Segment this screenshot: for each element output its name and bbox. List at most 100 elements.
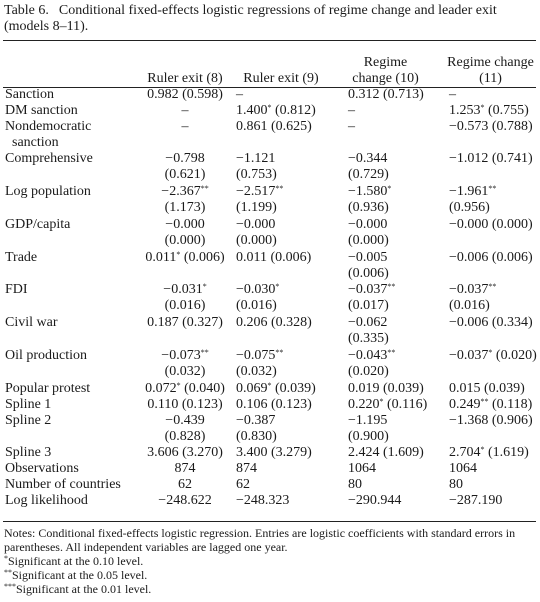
- cell: −0.043** (0.020): [348, 348, 396, 379]
- row-label: Sanction: [5, 87, 54, 102]
- cell: 0.312 (0.713): [348, 87, 424, 102]
- cell: 874: [174, 461, 196, 476]
- row-label: Trade: [5, 250, 38, 265]
- note-main: Notes: Conditional fixed-effects logisti…: [4, 526, 516, 554]
- row-label: Spline 1: [5, 397, 52, 412]
- cell: 0.106 (0.123): [236, 397, 312, 412]
- cell: −0.000 (0.000): [348, 217, 389, 248]
- cell: −0.006 (0.006): [449, 250, 533, 265]
- cell: 0.110 (0.123): [147, 397, 223, 412]
- cell: 0.861 (0.625): [236, 119, 312, 134]
- cell: 0.011 (0.006): [236, 250, 312, 265]
- cell: −0.344 (0.729): [348, 151, 389, 182]
- table-row: Trade 0.011* (0.006) 0.011 (0.006) −0.005 (0…: [0, 250, 540, 282]
- table-row: Comprehensive −0.798 (0.621) −1.121 (0.753) −…: [0, 151, 540, 184]
- cell: −0.073** (0.032): [161, 348, 209, 379]
- row-label: Log population: [5, 184, 91, 199]
- header-line: change (10): [352, 71, 419, 86]
- row-label: FDI: [5, 282, 28, 297]
- note-text: Significant at the 0.05 level.: [12, 568, 148, 582]
- cell: 3.400 (3.279): [236, 445, 312, 460]
- cell: 2.704* (1.619): [449, 445, 529, 460]
- table-row: Number of countries 62 62 80 80: [0, 477, 540, 493]
- cell: −1.121 (0.753): [236, 151, 277, 182]
- cell: 0.011* (0.006): [145, 250, 225, 265]
- table-row: DM sanction – 1.400* (0.812) – 1.253* (0.755…: [0, 103, 540, 119]
- cell: −1.368 (0.906): [449, 413, 533, 428]
- table-row: Oil production −0.073** (0.032) −0.075** (0.…: [0, 348, 540, 381]
- cell: −248.323: [236, 493, 290, 508]
- cell: −0.031* (0.016): [163, 282, 207, 313]
- header-cell: Ruler exit (8): [147, 71, 223, 86]
- note-text: Significant at the 0.01 level.: [16, 582, 152, 596]
- note-sig-005: **Significant at the 0.05 level.: [4, 568, 148, 582]
- note-text: Significant at the 0.10 level.: [8, 554, 144, 568]
- table-row: Observations 874 874 1064 1064: [0, 461, 540, 477]
- row-label: Popular protest: [5, 381, 91, 396]
- cell: −1.961** (0.956): [449, 184, 497, 215]
- cell: −1.012 (0.741): [449, 151, 533, 166]
- table-row: Popular protest 0.072* (0.040) 0.069* (0.0…: [0, 381, 540, 397]
- cell: −0.000 (0.000): [236, 217, 277, 248]
- cell: 0.249** (0.118): [449, 397, 533, 412]
- cell: 1.400* (0.812): [236, 103, 316, 118]
- cell: 0.982 (0.598): [147, 87, 223, 102]
- row-label: Number of countries: [5, 477, 121, 492]
- cell: 0.019 (0.039): [348, 381, 424, 396]
- cell: −0.387 (0.830): [236, 413, 277, 444]
- table-title: Conditional fixed-effects logistic regre…: [4, 3, 497, 34]
- cell: –: [449, 87, 456, 102]
- cell: –: [181, 103, 189, 118]
- cell: −0.075** (0.032): [236, 348, 284, 379]
- cell: −0.037** (0.017): [348, 282, 396, 313]
- table-body: Sanction 0.982 (0.598) –0.312 (0.713) – DM s…: [0, 87, 540, 509]
- cell: –: [236, 87, 243, 102]
- cell: 62: [178, 477, 192, 492]
- table-notes: Notes: Conditional fixed-effects logisti…: [4, 526, 536, 596]
- header-line: (11): [479, 71, 502, 86]
- header-cell: [0, 42, 138, 87]
- row-label: Oil production: [5, 348, 88, 363]
- header-line: Regime change: [447, 55, 534, 70]
- cell: −0.000 (0.000): [164, 217, 206, 248]
- cell: 874: [236, 461, 257, 476]
- cell: −1.580* (0.936): [348, 184, 392, 215]
- row-label: DM sanction: [5, 103, 78, 118]
- cell: −290.944: [348, 493, 402, 508]
- regression-table: Ruler exit (8) Ruler exit (9) Regime chan…: [0, 42, 540, 509]
- row-label: Spline 2: [5, 413, 52, 428]
- bottom-rule: [3, 521, 536, 522]
- header-rule: [3, 87, 536, 88]
- table-row: Spline 2 −0.439 (0.828) −0.387 (0.830) −1.195…: [0, 413, 540, 445]
- cell: −2.367** (1.173): [161, 184, 209, 215]
- cell: −0.573 (0.788): [449, 119, 533, 134]
- cell: –: [181, 119, 189, 134]
- header-cell: Regime change (11): [441, 42, 540, 87]
- cell: −1.195 (0.900): [348, 413, 389, 444]
- cell: 80: [348, 477, 362, 492]
- cell: 0.206 (0.328): [236, 315, 312, 330]
- cell: 80: [449, 477, 463, 492]
- table-row: Sanction 0.982 (0.598) –0.312 (0.713) –: [0, 87, 540, 103]
- table-row: GDP/capita −0.000 (0.000) −0.000 (0.000) −0.0…: [0, 217, 540, 250]
- cell: 2.424 (1.609): [348, 445, 424, 460]
- table-row: Spline 1 0.110 (0.123) 0.106 (0.123) 0.220*…: [0, 397, 540, 413]
- table-row: FDI −0.031* (0.016) −0.030* (0.016) −0.037**(…: [0, 282, 540, 315]
- cell: −0.798 (0.621): [164, 151, 206, 182]
- row-label: Nondemocratic sanction: [5, 119, 92, 150]
- cell: −0.006 (0.334): [449, 315, 533, 330]
- note-sig-001: ***Significant at the 0.01 level.: [4, 582, 152, 596]
- header-line: Regime: [363, 55, 408, 70]
- cell: −2.517** (1.199): [236, 184, 284, 215]
- cell: −0.062 (0.335): [348, 315, 389, 346]
- header-cell: Regime change (10): [330, 42, 441, 87]
- table-row: Log population −2.367** (1.173) −2.517** (1.…: [0, 184, 540, 217]
- table-row: Civil war 0.187 (0.327) 0.206 (0.328) −0.06…: [0, 315, 540, 348]
- table-row: Spline 3 3.606 (3.270) 3.400 (3.279) 2.424 …: [0, 445, 540, 461]
- row-label: Spline 3: [5, 445, 52, 460]
- cell: −248.622: [158, 493, 212, 508]
- row-label: Observations: [5, 461, 79, 476]
- cell: 0.220* (0.116): [348, 397, 428, 412]
- cell: 0.072* (0.040): [145, 381, 225, 396]
- cell: 3.606 (3.270): [147, 445, 223, 460]
